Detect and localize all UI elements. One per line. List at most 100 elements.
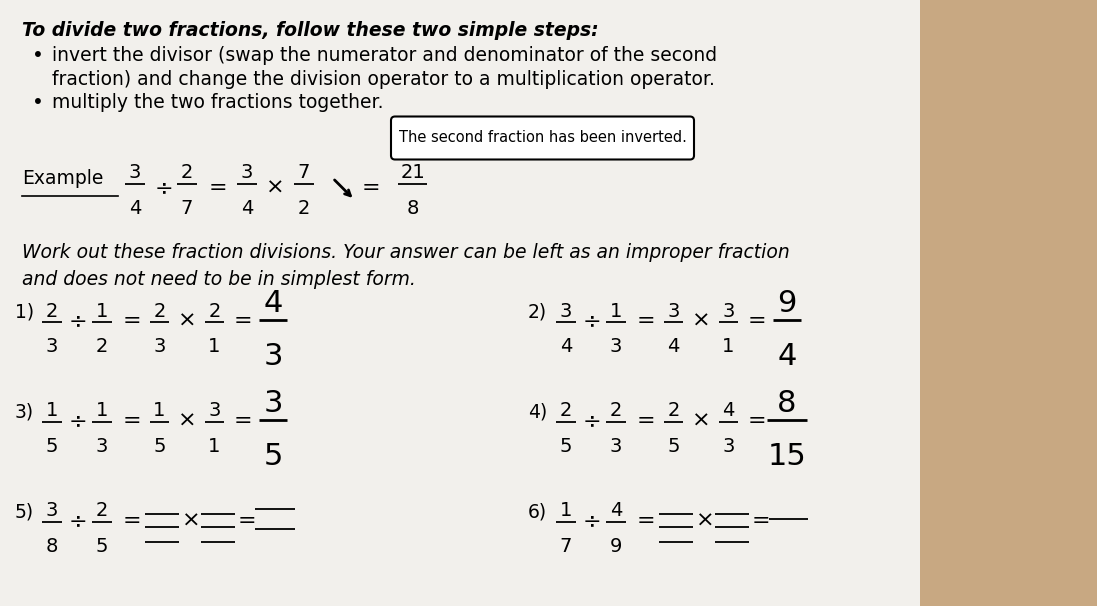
Text: 2: 2 (46, 302, 58, 321)
Text: =: = (748, 311, 767, 331)
Text: 4: 4 (240, 199, 253, 218)
Text: 3: 3 (95, 437, 109, 456)
Text: ×: × (182, 511, 201, 531)
Text: =: = (636, 311, 655, 331)
Text: 3: 3 (208, 402, 220, 421)
Text: 5): 5) (15, 502, 34, 522)
Text: 3: 3 (46, 337, 58, 356)
Text: multiply the two fractions together.: multiply the two fractions together. (52, 93, 384, 112)
Text: 4: 4 (722, 402, 735, 421)
Text: 1: 1 (208, 337, 220, 356)
Text: 9: 9 (610, 537, 622, 556)
Text: ÷: ÷ (69, 311, 88, 331)
Text: 5: 5 (559, 437, 573, 456)
Text: 21: 21 (400, 164, 425, 182)
Text: 7: 7 (559, 537, 573, 556)
Text: 3: 3 (128, 164, 142, 182)
Text: 3): 3) (15, 402, 34, 422)
Text: 1: 1 (95, 402, 109, 421)
Text: ×: × (178, 411, 196, 431)
Text: ÷: ÷ (583, 511, 601, 531)
Text: 1: 1 (95, 302, 109, 321)
Text: ÷: ÷ (583, 311, 601, 331)
Text: =: = (123, 311, 142, 331)
Text: =: = (636, 411, 655, 431)
Text: 1: 1 (559, 502, 573, 521)
Text: ÷: ÷ (155, 178, 173, 198)
Text: 5: 5 (667, 437, 680, 456)
Text: =: = (748, 411, 767, 431)
Text: 2): 2) (528, 302, 547, 322)
Text: 1: 1 (154, 402, 166, 421)
Text: 2: 2 (667, 402, 680, 421)
Text: 3: 3 (559, 302, 573, 321)
Text: 3: 3 (263, 342, 283, 371)
Text: 4: 4 (263, 289, 283, 318)
Text: ×: × (178, 311, 196, 331)
Text: 15: 15 (768, 442, 806, 471)
Text: 4: 4 (667, 337, 680, 356)
Text: 2: 2 (154, 302, 166, 321)
Text: fraction) and change the division operator to a multiplication operator.: fraction) and change the division operat… (52, 70, 715, 89)
Text: ×: × (692, 411, 711, 431)
Text: 2: 2 (208, 302, 220, 321)
Text: 1: 1 (46, 402, 58, 421)
Text: 2: 2 (610, 402, 622, 421)
Text: and does not need to be in simplest form.: and does not need to be in simplest form… (22, 270, 416, 289)
Text: Example: Example (22, 168, 103, 187)
Text: 2: 2 (559, 402, 573, 421)
Text: =: = (238, 511, 257, 531)
Text: 8: 8 (46, 537, 58, 556)
Text: 1): 1) (15, 302, 34, 322)
Text: =: = (123, 411, 142, 431)
Text: 8: 8 (406, 199, 419, 218)
Text: ×: × (695, 511, 714, 531)
Text: 9: 9 (778, 289, 796, 318)
Text: 5: 5 (95, 537, 109, 556)
Text: 2: 2 (95, 502, 109, 521)
Text: ÷: ÷ (69, 511, 88, 531)
Text: 7: 7 (181, 199, 193, 218)
Text: 3: 3 (610, 337, 622, 356)
Text: 3: 3 (240, 164, 253, 182)
Text: 3: 3 (722, 302, 735, 321)
Text: 2: 2 (95, 337, 109, 356)
Text: =: = (208, 178, 227, 198)
Text: 3: 3 (610, 437, 622, 456)
Text: 5: 5 (46, 437, 58, 456)
Text: 8: 8 (778, 389, 796, 418)
Text: 4: 4 (128, 199, 142, 218)
Text: =: = (636, 511, 655, 531)
Text: ÷: ÷ (583, 411, 601, 431)
Text: 5: 5 (263, 442, 283, 471)
Text: 3: 3 (722, 437, 735, 456)
Text: =: = (123, 511, 142, 531)
Text: 4: 4 (559, 337, 573, 356)
Bar (920, 0, 1097, 606)
Text: 4: 4 (778, 342, 796, 371)
Text: The second fraction has been inverted.: The second fraction has been inverted. (398, 130, 687, 145)
Text: 7: 7 (297, 164, 310, 182)
Text: 6): 6) (528, 502, 547, 522)
Text: 3: 3 (667, 302, 680, 321)
Text: =: = (234, 311, 252, 331)
Text: 3: 3 (154, 337, 166, 356)
Text: 1: 1 (722, 337, 735, 356)
Text: =: = (361, 178, 380, 198)
Text: =: = (751, 511, 770, 531)
Text: 3: 3 (263, 389, 283, 418)
Text: 4): 4) (528, 402, 547, 422)
Text: 5: 5 (154, 437, 166, 456)
Text: •: • (32, 93, 44, 112)
Text: •: • (32, 46, 44, 65)
Text: 3: 3 (46, 502, 58, 521)
Text: Work out these fraction divisions. Your answer can be left as an improper fracti: Work out these fraction divisions. Your … (22, 243, 790, 262)
Text: 2: 2 (181, 164, 193, 182)
FancyBboxPatch shape (391, 116, 694, 159)
Text: 4: 4 (610, 502, 622, 521)
Text: ×: × (267, 178, 285, 198)
Text: 1: 1 (610, 302, 622, 321)
Text: invert the divisor (swap the numerator and denominator of the second: invert the divisor (swap the numerator a… (52, 46, 717, 65)
Text: ×: × (692, 311, 711, 331)
Bar (0, 0, 920, 606)
